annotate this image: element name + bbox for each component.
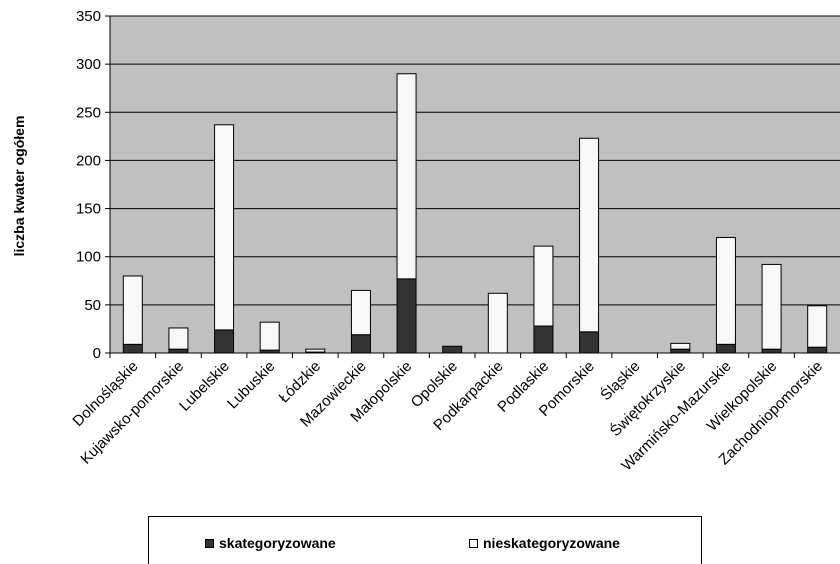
bar-nieskategoryzowane-14: [761, 263, 782, 350]
legend-swatch-icon: [469, 538, 478, 548]
y-axis-ticks: 0 50 100 150 200 250 300 350: [76, 8, 111, 362]
bar-nieskategoryzowane-15: [807, 305, 828, 348]
bar-nieskategoryzowane-0: [122, 275, 143, 345]
bar-skategoryzowane-15: [807, 346, 828, 354]
bar-skategoryzowane-5: [350, 334, 371, 354]
y-tick-label: 200: [76, 152, 101, 169]
x-tick-label: Śląskie: [597, 357, 644, 404]
bar-nieskategoryzowane-6: [396, 73, 417, 280]
y-tick-label: 300: [76, 56, 101, 73]
y-tick-label: 350: [76, 8, 101, 25]
bar-skategoryzowane-14: [761, 348, 782, 354]
bar-nieskategoryzowane-10: [579, 137, 600, 333]
bar-skategoryzowane-6: [396, 278, 417, 354]
bar-skategoryzowane-2: [214, 329, 235, 354]
legend-item-nieskategoryzowane: nieskategoryzowane: [469, 535, 620, 551]
legend-item-skategoryzowane: skategoryzowane: [205, 535, 336, 551]
y-axis-title: liczba kwater ogółem: [11, 116, 27, 257]
x-tick-label: Lubelskie: [176, 358, 233, 415]
bar-skategoryzowane-9: [533, 325, 554, 354]
y-tick-label: 250: [76, 104, 101, 121]
y-tick-label: 50: [84, 297, 101, 314]
bar-nieskategoryzowane-12: [670, 342, 691, 350]
bar-nieskategoryzowane-8: [487, 292, 508, 354]
bar-nieskategoryzowane-13: [715, 236, 736, 345]
y-tick-label: 100: [76, 249, 101, 266]
legend-label: skategoryzowane: [219, 535, 336, 551]
bar-nieskategoryzowane-4: [305, 348, 326, 353]
bar-skategoryzowane-12: [670, 348, 691, 354]
y-tick-label: 0: [93, 345, 101, 362]
y-tick-label: 150: [76, 201, 101, 218]
legend: skategoryzowane nieskategoryzowane: [148, 516, 702, 564]
bar-skategoryzowane-13: [715, 343, 736, 354]
bar-nieskategoryzowane-1: [168, 327, 189, 350]
bar-nieskategoryzowane-9: [533, 245, 554, 327]
bar-skategoryzowane-7: [442, 345, 463, 354]
bar-nieskategoryzowane-5: [350, 289, 371, 336]
bar-series: [122, 73, 828, 354]
legend-swatch-icon: [205, 538, 214, 548]
bar-nieskategoryzowane-3: [259, 321, 280, 351]
bar-skategoryzowane-10: [579, 331, 600, 354]
bar-nieskategoryzowane-2: [214, 124, 235, 331]
bar-skategoryzowane-1: [168, 348, 189, 354]
bar-skategoryzowane-0: [122, 343, 143, 354]
legend-label: nieskategoryzowane: [483, 535, 620, 551]
x-tick-label: Lubuskie: [224, 358, 278, 412]
x-axis-ticks: DolnośląskieKujawsko-pomorskieLubelskieL…: [69, 352, 840, 474]
